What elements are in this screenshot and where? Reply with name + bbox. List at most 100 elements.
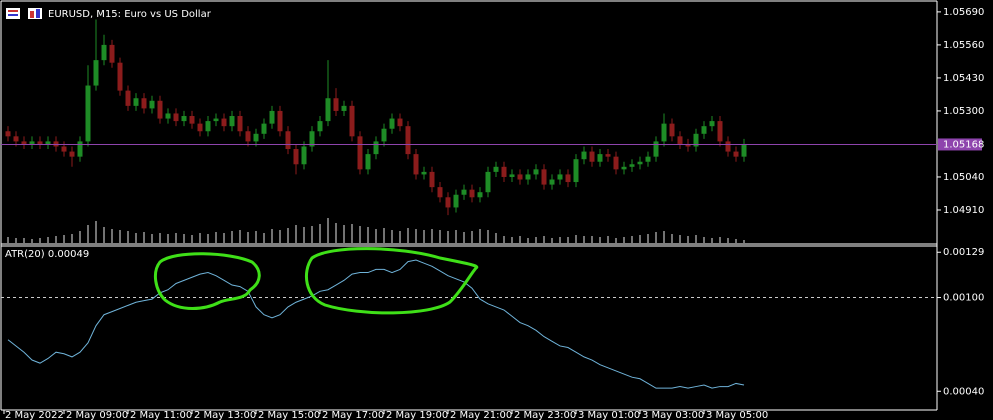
y-tick-label: 0.00129 — [943, 247, 984, 258]
volume-bar — [263, 233, 265, 243]
volume-bar — [119, 230, 121, 243]
volume-bar — [679, 235, 681, 243]
volume-bar — [591, 236, 593, 243]
candle-body — [405, 126, 411, 155]
candle-body — [373, 141, 379, 155]
candle-body — [717, 121, 723, 142]
candle-body — [501, 166, 507, 177]
icon — [28, 8, 42, 19]
volume-bar — [311, 226, 313, 243]
volume-bar — [511, 237, 513, 243]
candle-body — [621, 166, 627, 170]
volume-bar — [335, 223, 337, 243]
candle-body — [629, 164, 635, 167]
candle-body — [269, 110, 275, 124]
volume-bar — [23, 238, 25, 243]
candle-body — [589, 151, 595, 162]
candle-body — [677, 136, 683, 144]
icon — [6, 8, 20, 19]
y-tick-label: 1.05300 — [943, 106, 984, 117]
volume-bar — [79, 231, 81, 243]
candle-body — [229, 116, 235, 127]
candle-body — [541, 169, 547, 185]
volume-bar — [215, 232, 217, 243]
candle-body — [141, 98, 147, 109]
plot: 1.05690 1.05560 1.05430 1.05300 1.05040 1.049… — [1, 7, 984, 420]
candle-body — [237, 116, 243, 132]
candle-body — [597, 154, 603, 162]
candle-body — [701, 126, 707, 134]
x-tick-label: 2 May 09:00 — [66, 410, 128, 420]
volume-bar — [295, 225, 297, 243]
candle-body — [189, 116, 195, 124]
icon — [30, 11, 34, 18]
indicator-title: ATR(20) 0.00049 — [5, 249, 89, 260]
volume-bar — [503, 236, 505, 243]
candle-body — [533, 169, 539, 175]
candle-body — [349, 105, 355, 137]
volume-bar — [703, 237, 705, 243]
volume-bar — [687, 236, 689, 243]
volume-bar — [47, 237, 49, 243]
candle-body — [21, 141, 27, 144]
candle-body — [709, 121, 715, 127]
candle-body — [389, 118, 395, 129]
volume-bar — [239, 230, 241, 243]
volume-bar — [375, 229, 377, 243]
volume-bar — [39, 238, 41, 243]
volume-bar — [247, 232, 249, 243]
volume-bar — [207, 234, 209, 243]
y-tick-label: 0.00100 — [943, 293, 984, 304]
x-tick-label: 2 May 17:00 — [322, 410, 384, 420]
x-tick-label: 2 May 23:00 — [514, 410, 576, 420]
candle-body — [93, 60, 99, 86]
volume-bar — [599, 237, 601, 243]
volume-bar — [71, 234, 73, 243]
volume-bar — [487, 230, 489, 243]
x-tick-label: 3 May 05:00 — [706, 410, 768, 420]
candle-body — [85, 85, 91, 142]
volume-bar — [31, 239, 33, 243]
candle-body — [397, 118, 403, 127]
volume-bar — [583, 236, 585, 243]
y-tick-label: 1.05560 — [943, 40, 984, 51]
candle-body — [685, 143, 691, 147]
volume-bar — [671, 234, 673, 243]
candle-body — [117, 62, 123, 91]
volume-bar — [279, 230, 281, 243]
y-tick-label: 1.05430 — [943, 73, 984, 84]
candle-body — [429, 171, 435, 188]
x-tick-label: 2 May 13:00 — [194, 410, 256, 420]
volume-bar — [15, 238, 17, 243]
candle-body — [37, 141, 43, 144]
candle-body — [509, 174, 515, 177]
candle-body — [69, 151, 75, 157]
candle-body — [453, 194, 459, 208]
candle-body — [421, 171, 427, 175]
volume-bar — [151, 234, 153, 243]
candle-body — [645, 156, 651, 162]
candle-body — [205, 121, 211, 132]
volume-bar — [615, 238, 617, 243]
candle-body — [157, 100, 163, 119]
volume-bar — [647, 234, 649, 243]
candle-body — [309, 131, 315, 147]
candle-body — [461, 189, 467, 195]
volume-bar — [447, 231, 449, 243]
volume-bar — [607, 236, 609, 243]
volume-bar — [183, 234, 185, 243]
candle-body — [365, 154, 371, 170]
candle-body — [581, 151, 587, 160]
volume-bar — [327, 218, 329, 243]
volume-bar — [631, 236, 633, 243]
x-tick-label: 2 May 15:00 — [258, 410, 320, 420]
candle-body — [293, 149, 299, 165]
candle-body — [133, 98, 139, 106]
y-tick-label: 1.05690 — [943, 7, 984, 18]
volume-bar — [567, 237, 569, 243]
volume-bar — [695, 235, 697, 243]
candle-body — [301, 146, 307, 165]
volume-bar — [343, 225, 345, 243]
candle-body — [173, 113, 179, 122]
